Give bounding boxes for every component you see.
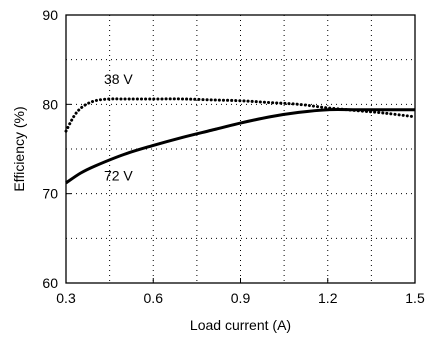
series-annotation-1: 72 V bbox=[104, 167, 133, 183]
series-annotations: 38 V 72 V bbox=[104, 71, 133, 183]
axis-ticks bbox=[65, 14, 416, 284]
y-tick-label: 90 bbox=[42, 7, 58, 23]
tick-labels: 0.3 0.6 0.9 1.2 1.5 60 70 80 90 bbox=[42, 7, 425, 306]
x-tick-label: 1.2 bbox=[318, 290, 338, 306]
grid-lines bbox=[66, 15, 415, 283]
y-tick-label: 60 bbox=[42, 275, 58, 291]
y-tick-label: 80 bbox=[42, 96, 58, 112]
x-tick-label: 0.9 bbox=[231, 290, 251, 306]
x-tick-label: 1.5 bbox=[405, 290, 425, 306]
series-lines bbox=[64, 97, 417, 185]
x-tick-label: 0.6 bbox=[144, 290, 164, 306]
x-tick-label: 0.3 bbox=[56, 290, 76, 306]
series-annotation-0: 38 V bbox=[104, 71, 133, 87]
y-axis-label: Efficiency (%) bbox=[11, 106, 27, 191]
series-line-0 bbox=[64, 97, 417, 133]
y-tick-label: 70 bbox=[42, 186, 58, 202]
x-axis-label: Load current (A) bbox=[190, 317, 291, 333]
series-line-1 bbox=[65, 107, 415, 185]
